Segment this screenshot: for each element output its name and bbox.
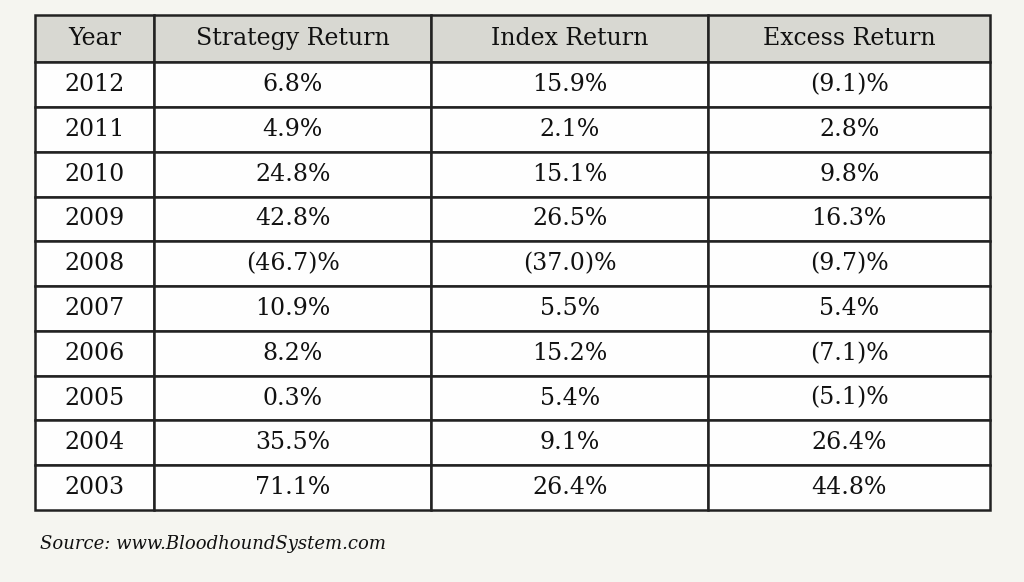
Text: 15.1%: 15.1% <box>532 163 607 186</box>
Bar <box>709 286 990 331</box>
Bar <box>431 242 709 286</box>
Bar <box>155 107 431 152</box>
Text: 71.1%: 71.1% <box>255 476 331 499</box>
Bar <box>431 375 709 420</box>
Text: 4.9%: 4.9% <box>263 118 323 141</box>
Text: 0.3%: 0.3% <box>263 386 323 410</box>
Bar <box>431 107 709 152</box>
Bar <box>431 420 709 465</box>
Bar <box>431 152 709 197</box>
Bar <box>35 62 155 107</box>
Bar <box>155 286 431 331</box>
Text: 2005: 2005 <box>65 386 125 410</box>
Bar <box>35 420 155 465</box>
Bar <box>709 197 990 242</box>
Bar <box>709 152 990 197</box>
Text: (9.1)%: (9.1)% <box>810 73 889 96</box>
Bar <box>709 331 990 375</box>
Bar <box>35 375 155 420</box>
Bar <box>155 331 431 375</box>
Bar <box>35 331 155 375</box>
Text: 35.5%: 35.5% <box>255 431 331 455</box>
Text: 15.2%: 15.2% <box>532 342 607 365</box>
Bar <box>709 465 990 510</box>
Text: 42.8%: 42.8% <box>255 207 331 230</box>
Text: 2012: 2012 <box>65 73 125 96</box>
Bar <box>155 62 431 107</box>
Bar <box>155 375 431 420</box>
Text: Excess Return: Excess Return <box>763 27 936 50</box>
Text: 2010: 2010 <box>65 163 125 186</box>
Bar <box>709 107 990 152</box>
Text: 2003: 2003 <box>65 476 125 499</box>
Text: 2009: 2009 <box>65 207 125 230</box>
Bar <box>709 242 990 286</box>
Text: (46.7)%: (46.7)% <box>246 252 340 275</box>
Text: Source: www.BloodhoundSystem.com: Source: www.BloodhoundSystem.com <box>40 535 386 553</box>
Bar <box>35 465 155 510</box>
Text: 2004: 2004 <box>65 431 125 455</box>
Bar <box>155 465 431 510</box>
Text: 24.8%: 24.8% <box>255 163 331 186</box>
Text: 26.5%: 26.5% <box>532 207 607 230</box>
Bar <box>431 286 709 331</box>
Bar <box>709 420 990 465</box>
Text: 10.9%: 10.9% <box>255 297 331 320</box>
Text: 5.4%: 5.4% <box>819 297 880 320</box>
Text: 26.4%: 26.4% <box>811 431 887 455</box>
Text: 2006: 2006 <box>65 342 125 365</box>
Text: (9.7)%: (9.7)% <box>810 252 889 275</box>
Text: (37.0)%: (37.0)% <box>523 252 616 275</box>
Text: 6.8%: 6.8% <box>263 73 323 96</box>
Text: 2.8%: 2.8% <box>819 118 880 141</box>
Text: 16.3%: 16.3% <box>811 207 887 230</box>
Bar <box>35 197 155 242</box>
Bar <box>35 242 155 286</box>
Text: 5.4%: 5.4% <box>540 386 600 410</box>
Bar <box>155 152 431 197</box>
Bar <box>431 15 709 62</box>
Text: 15.9%: 15.9% <box>532 73 607 96</box>
Bar <box>431 465 709 510</box>
Text: 9.1%: 9.1% <box>540 431 600 455</box>
Text: 26.4%: 26.4% <box>532 476 607 499</box>
Text: 2011: 2011 <box>65 118 125 141</box>
Text: 8.2%: 8.2% <box>263 342 323 365</box>
Text: 2.1%: 2.1% <box>540 118 600 141</box>
Bar <box>35 286 155 331</box>
Bar <box>431 62 709 107</box>
Text: 2008: 2008 <box>65 252 125 275</box>
Text: 5.5%: 5.5% <box>540 297 600 320</box>
Bar <box>431 197 709 242</box>
Bar <box>155 242 431 286</box>
Bar <box>35 15 155 62</box>
Text: Strategy Return: Strategy Return <box>196 27 390 50</box>
Text: (7.1)%: (7.1)% <box>810 342 889 365</box>
Bar <box>35 107 155 152</box>
Text: 9.8%: 9.8% <box>819 163 880 186</box>
Text: (5.1)%: (5.1)% <box>810 386 889 410</box>
Bar <box>35 152 155 197</box>
Bar <box>155 15 431 62</box>
Bar <box>431 331 709 375</box>
Bar <box>155 420 431 465</box>
Text: 44.8%: 44.8% <box>811 476 887 499</box>
Text: Index Return: Index Return <box>492 27 648 50</box>
Text: Year: Year <box>69 27 121 50</box>
Text: 2007: 2007 <box>65 297 125 320</box>
Bar <box>709 15 990 62</box>
Bar <box>155 197 431 242</box>
Bar <box>709 62 990 107</box>
Bar <box>709 375 990 420</box>
